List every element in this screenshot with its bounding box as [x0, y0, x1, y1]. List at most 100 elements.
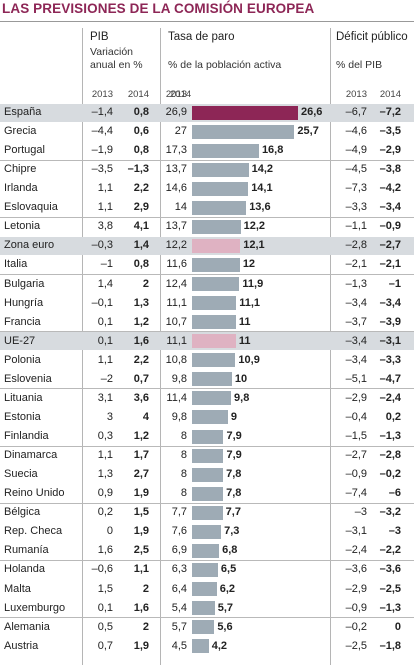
pib-2014-value: 2,5	[133, 544, 149, 557]
paro-2013-value: 8	[180, 449, 187, 462]
pib-2013-value: –1,9	[91, 144, 113, 157]
pib-2014-value: 2	[142, 277, 149, 290]
group-separator	[0, 331, 414, 333]
paro-2013-value: 12,4	[165, 277, 187, 290]
chart-title: LAS PREVISIONES DE LA COMISIÓN EUROPEA	[2, 1, 315, 16]
paro-2013-value: 17,3	[165, 144, 187, 157]
paro-2014-value: 7,3	[224, 525, 240, 538]
unemployment-bar	[192, 429, 224, 444]
paro-2014-value: 11	[238, 334, 251, 347]
paro-2013-value: 6,3	[171, 563, 187, 576]
pib-2013-value: 0,1	[97, 601, 113, 614]
deficit-2014-value: 0,2	[385, 410, 401, 423]
paro-2013-value: 5,7	[171, 620, 187, 633]
deficit-2013-value: –2,4	[345, 544, 367, 557]
deficit-2013-value: –5,1	[345, 372, 367, 385]
deficit-2014-value: –4,2	[379, 182, 401, 195]
paro-2013-value: 9,8	[171, 410, 187, 423]
paro-2013-value: 7,6	[171, 525, 187, 538]
group-separator	[0, 617, 414, 619]
deficit-2014-value: –1,3	[379, 601, 401, 614]
deficit-2013-value: –3	[354, 506, 367, 519]
deficit-2013-value: –3,4	[345, 334, 367, 347]
country-label: Polonia	[4, 353, 41, 366]
paro-subheader-unit: % de la población activa	[168, 59, 282, 71]
deficit-2014-value: –2,5	[379, 582, 401, 595]
deficit-2014-value: –0,2	[379, 468, 401, 481]
pib-2014-value: 1,2	[133, 430, 149, 443]
unemployment-bar	[192, 601, 215, 616]
pib-2013-value: 0,1	[97, 334, 113, 347]
paro-2013-value: 9,8	[171, 372, 187, 385]
deficit-2013-value: –2,1	[345, 258, 367, 271]
group-separator	[0, 216, 414, 218]
deficit-2013-value: –1,1	[345, 220, 367, 233]
deficit-2014-value: –1	[388, 277, 401, 290]
country-label: Reino Unido	[4, 487, 65, 500]
pib-2014-value: 1,3	[133, 296, 149, 309]
deficit-2014-value: –3,8	[379, 163, 401, 176]
pib-2014-value: 1,6	[133, 601, 149, 614]
unemployment-bar	[192, 448, 224, 463]
pib-2014-value: 2,7	[133, 468, 149, 481]
paro-2013-value: 11,6	[166, 258, 187, 271]
deficit-2014-value: –3,9	[379, 315, 401, 328]
paro-2014-value: 13,6	[249, 201, 271, 214]
deficit-2014-value: –2,8	[379, 449, 401, 462]
unemployment-bar	[192, 372, 232, 387]
deficit-2013-value: –4,5	[345, 163, 367, 176]
paro-2014-value: 9	[230, 410, 237, 423]
deficit-2014-value: –1,3	[379, 430, 401, 443]
country-label: Malta	[4, 582, 31, 595]
pib-2014-value: 1,6	[133, 334, 149, 347]
group-separator	[0, 559, 414, 561]
pib-2013-value: 1,4	[97, 277, 113, 290]
paro-year-2013: 2013	[165, 89, 187, 100]
deficit-2013-value: –3,4	[345, 353, 367, 366]
pib-2013-value: –0,1	[91, 296, 113, 309]
unemployment-bar	[192, 277, 240, 292]
country-label: Lituania	[4, 391, 43, 404]
paro-2013-value: 27	[174, 125, 187, 138]
paro-2013-value: 11,1	[166, 334, 187, 347]
pib-2013-value: –4,4	[91, 125, 113, 138]
pib-2013-value: –1,4	[91, 106, 113, 118]
unemployment-bar	[192, 410, 228, 425]
deficit-2014-value: –6	[388, 487, 401, 500]
pib-2014-value: 1,4	[133, 239, 149, 252]
paro-2014-value: 7,8	[226, 487, 242, 500]
pib-2013-value: 0,9	[97, 487, 113, 500]
pib-2014-value: 4	[142, 410, 149, 423]
paro-2014-value: 11,1	[239, 296, 261, 309]
paro-2013-value: 11,1	[166, 296, 187, 309]
pib-2014-value: 1,9	[133, 639, 149, 652]
paro-year-2014: 2014	[170, 89, 192, 100]
country-label: Luxemburgo	[4, 601, 66, 614]
deficit-2014-value: –3,5	[379, 125, 401, 138]
unemployment-bar	[192, 620, 215, 635]
pib-2013-value: 1,1	[97, 353, 113, 366]
pib-year-2013: 2013	[91, 89, 113, 100]
deficit-2013-value: –3,3	[345, 201, 367, 214]
country-label: Francia	[4, 315, 41, 328]
pib-2014-value: 1,1	[133, 563, 149, 576]
paro-2014-value: 5,6	[217, 620, 233, 633]
unemployment-bar	[192, 391, 232, 406]
country-label: Italia	[4, 258, 28, 271]
pib-2013-value: –3,5	[91, 163, 113, 176]
country-label: Finlandia	[4, 430, 49, 443]
deficit-year-2014: 2014	[379, 89, 401, 100]
pib-2014-value: 4,1	[133, 220, 149, 233]
pib-2014-value: 2,9	[133, 201, 149, 214]
group-separator	[0, 502, 414, 504]
paro-2014-value: 14,2	[251, 163, 273, 176]
pib-2014-value: 2,2	[133, 182, 149, 195]
pib-2013-value: 1,1	[97, 201, 113, 214]
paro-2014-value: 9,8	[234, 391, 250, 404]
paro-header: Tasa de paro	[168, 31, 235, 43]
paro-2014-value: 6,2	[219, 582, 235, 595]
paro-2013-value: 10,8	[165, 353, 187, 366]
deficit-2013-value: –1,5	[345, 430, 367, 443]
deficit-2014-value: –3,1	[379, 334, 401, 347]
deficit-2013-value: –0,2	[345, 620, 367, 633]
